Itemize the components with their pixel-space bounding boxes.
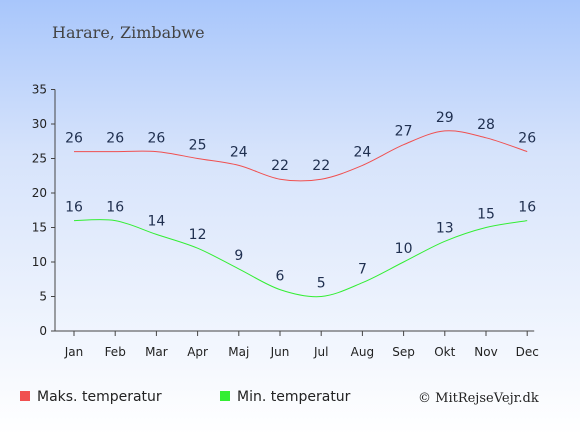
- x-tick-label: Jan: [64, 345, 84, 359]
- x-tick-label: Mar: [145, 345, 168, 359]
- y-tick-label: 15: [32, 221, 47, 235]
- x-tick-label: Aug: [351, 345, 374, 359]
- data-label-max: 26: [65, 131, 83, 147]
- data-label-min: 16: [65, 200, 83, 216]
- x-tick-label: Jun: [270, 345, 290, 359]
- data-label-max: 27: [395, 124, 413, 140]
- y-tick-label: 20: [32, 186, 47, 200]
- y-tick-label: 25: [32, 152, 47, 166]
- x-tick-label: Maj: [228, 345, 249, 359]
- data-label-max: 26: [106, 131, 124, 147]
- data-label-min: 16: [106, 200, 124, 216]
- x-tick-label: Sep: [392, 345, 415, 359]
- chart-title: Harare, Zimbabwe: [52, 23, 205, 42]
- legend-swatch-min: [220, 391, 230, 401]
- x-tick-label: Jul: [313, 345, 328, 359]
- data-label-max: 28: [477, 117, 495, 133]
- data-label-max: 25: [189, 138, 207, 154]
- data-label-min: 15: [477, 207, 495, 223]
- y-tick-label: 0: [39, 324, 47, 338]
- x-tick-label: Nov: [474, 345, 497, 359]
- data-label-min: 9: [234, 248, 243, 264]
- data-label-max: 22: [312, 158, 330, 174]
- y-tick-label: 10: [32, 255, 47, 269]
- data-label-min: 16: [518, 200, 536, 216]
- axes: 0 5 10 15 20 25 30 35 Jan Feb Mar Apr Maj Jun Jul Aug Se…: [32, 83, 539, 360]
- y-tick-label: 30: [32, 117, 47, 131]
- data-label-max: 26: [518, 131, 536, 147]
- series-group: 26 26 26 25 24 22 22 24 27 29 28 26 16 16 14 12 9 6 5 7 10 13…: [65, 110, 536, 298]
- data-label-max: 24: [353, 144, 371, 160]
- series-line-max: [74, 130, 528, 182]
- data-label-max: 24: [230, 144, 248, 160]
- x-tick-label: Apr: [187, 345, 208, 359]
- legend-swatch-max: [20, 391, 30, 401]
- legend-label-min: Min. temperatur: [237, 389, 351, 405]
- y-tick-label: 5: [39, 290, 47, 304]
- data-label-min: 14: [147, 213, 165, 229]
- legend-label-max: Maks. temperatur: [37, 389, 162, 405]
- data-label-min: 6: [276, 269, 285, 285]
- data-label-min: 12: [189, 227, 207, 243]
- x-tick-label: Feb: [105, 345, 126, 359]
- data-label-max: 22: [271, 158, 289, 174]
- legend: Maks. temperatur Min. temperatur: [20, 389, 351, 405]
- credit-text: © MitRejseVejr.dk: [418, 391, 539, 406]
- series-line-min: [73, 219, 528, 298]
- data-label-min: 5: [317, 276, 326, 292]
- data-label-min: 7: [358, 262, 367, 278]
- x-tick-label: Dec: [516, 345, 539, 359]
- data-label-max: 26: [147, 131, 165, 147]
- data-label-min: 10: [395, 241, 413, 257]
- y-tick-label: 35: [32, 83, 47, 97]
- x-tick-label: Okt: [434, 345, 455, 359]
- data-label-min: 13: [436, 220, 454, 236]
- data-label-max: 29: [436, 110, 454, 126]
